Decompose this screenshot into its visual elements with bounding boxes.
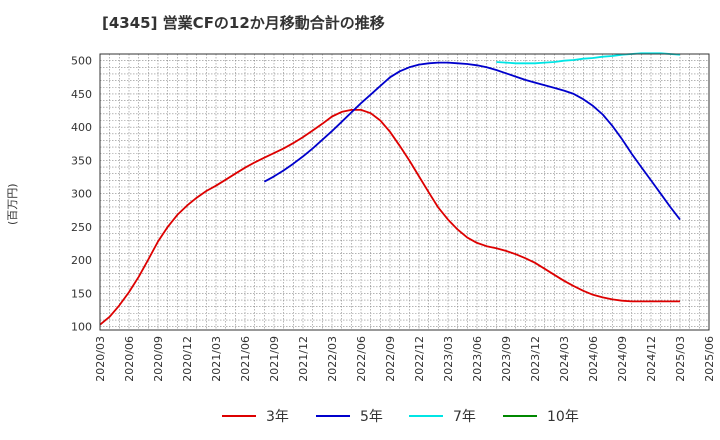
y-tick-label: 400 (71, 121, 92, 134)
x-tick-label: 2022/06 (355, 336, 368, 382)
series-line (496, 52, 681, 65)
x-tick-labels: 2020/03 2020/06 2020/09 2020/12 2021/03 2021/… (94, 336, 716, 382)
x-tick-label: 2025/06 (703, 336, 716, 382)
x-tick-label: 2020/06 (123, 336, 136, 382)
x-tick-label: 2024/06 (587, 336, 600, 382)
y-tick-label: 450 (71, 88, 92, 101)
x-tick-label: 2023/03 (442, 336, 455, 382)
legend-swatch (222, 415, 256, 417)
legend-item: 3年 (222, 404, 289, 428)
legend-swatch (503, 415, 537, 417)
plot-frame (99, 53, 710, 331)
series-lines (99, 52, 681, 326)
x-tick-label: 2020/12 (181, 336, 194, 382)
y-tick-label: 150 (71, 287, 92, 300)
series-line (99, 109, 680, 326)
y-tick-label: 350 (71, 154, 92, 167)
legend-swatch (316, 415, 350, 417)
y-tick-label: 250 (71, 221, 92, 234)
x-tick-label: 2023/09 (500, 336, 513, 382)
series-line (263, 61, 681, 221)
x-tick-label: 2022/03 (326, 336, 339, 382)
x-tick-label: 2021/09 (268, 336, 281, 382)
legend-swatch (409, 415, 443, 417)
chart-title: [4345] 営業CFの12か月移動合計の推移 (102, 14, 385, 32)
x-tick-label: 2021/03 (210, 336, 223, 382)
x-tick-label: 2022/12 (413, 336, 426, 382)
x-tick-label: 2020/03 (94, 336, 107, 382)
legend-item: 10年 (503, 404, 579, 428)
grid-lines (99, 54, 710, 330)
x-tick-label: 2022/09 (384, 336, 397, 382)
legend-label: 10年 (547, 409, 579, 425)
x-tick-label: 2021/12 (297, 336, 310, 382)
legend-item: 7年 (409, 404, 476, 428)
x-tick-label: 2025/03 (674, 336, 687, 382)
y-tick-label: 300 (71, 188, 92, 201)
legend: 3年 5年 7年 10年 (0, 404, 720, 428)
y-tick-label: 500 (71, 55, 92, 68)
x-tick-label: 2023/12 (529, 336, 542, 382)
x-tick-label: 2021/06 (239, 336, 252, 382)
y-tick-label: 100 (71, 321, 92, 334)
legend-label: 5年 (360, 409, 383, 425)
y-tick-label: 200 (71, 254, 92, 267)
legend-label: 7年 (453, 409, 476, 425)
y-tick-labels: 100 150 200 250 300 350 400 450 500 (71, 55, 92, 334)
x-tick-label: 2024/03 (558, 336, 571, 382)
x-tick-label: 2024/09 (616, 336, 629, 382)
legend-label: 3年 (266, 409, 289, 425)
legend-item: 5年 (316, 404, 383, 428)
x-tick-label: 2024/12 (645, 336, 658, 382)
x-tick-label: 2020/09 (152, 336, 165, 382)
x-tick-label: 2023/06 (471, 336, 484, 382)
